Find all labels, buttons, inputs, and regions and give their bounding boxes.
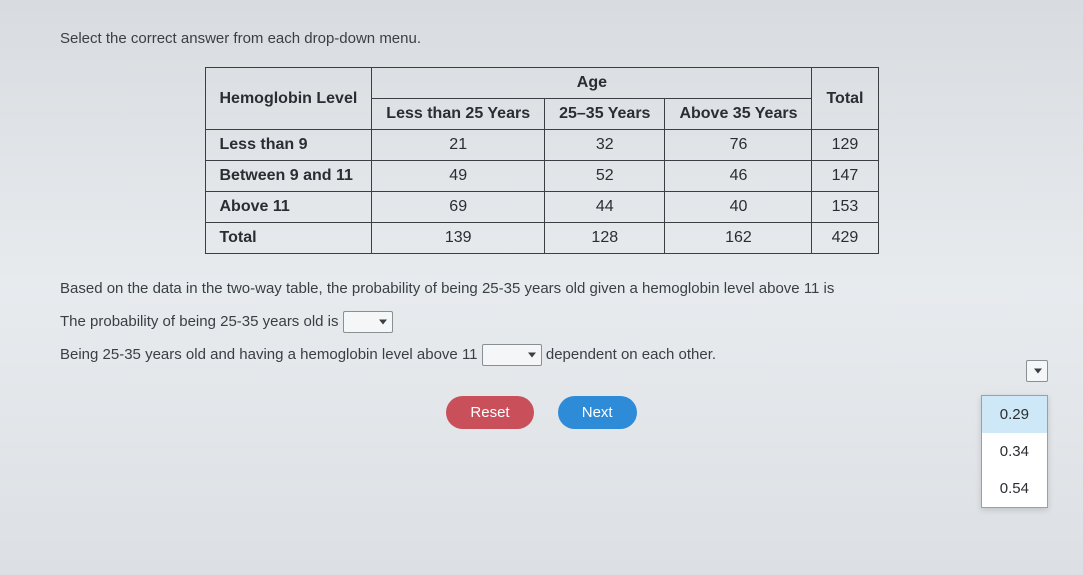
cell: 162 bbox=[665, 223, 812, 254]
col-header-2: Above 35 Years bbox=[665, 99, 812, 130]
dropdown-dependency[interactable] bbox=[482, 344, 542, 366]
cell: 44 bbox=[545, 192, 665, 223]
table-row: Between 9 and 11 49 52 46 147 bbox=[205, 161, 878, 192]
row-label: Less than 9 bbox=[205, 130, 372, 161]
table-row: Less than 9 21 32 76 129 bbox=[205, 130, 878, 161]
cell: 32 bbox=[545, 130, 665, 161]
col-header-1: 25–35 Years bbox=[545, 99, 665, 130]
cell: 40 bbox=[665, 192, 812, 223]
next-button[interactable]: Next bbox=[558, 396, 637, 429]
two-way-table: Hemoglobin Level Age Total Less than 25 … bbox=[205, 67, 879, 254]
cell: 76 bbox=[665, 130, 812, 161]
table-row: Total 139 128 162 429 bbox=[205, 223, 878, 254]
cell: 21 bbox=[372, 130, 545, 161]
q-line2-text: The probability of being 25-35 years old… bbox=[60, 313, 339, 330]
col-header-0: Less than 25 Years bbox=[372, 99, 545, 130]
col-header-total: Total bbox=[812, 68, 878, 130]
q-line1-text: Based on the data in the two-way table, … bbox=[60, 280, 834, 297]
cell: 153 bbox=[812, 192, 878, 223]
dropdown-option[interactable]: 0.54 bbox=[982, 470, 1047, 507]
cell: 128 bbox=[545, 223, 665, 254]
row-label: Total bbox=[205, 223, 372, 254]
dropdown-prob-conditional[interactable] bbox=[1026, 360, 1048, 382]
table-row: Above 11 69 44 40 153 bbox=[205, 192, 878, 223]
q-line3-post: dependent on each other. bbox=[546, 346, 716, 363]
cell: 429 bbox=[812, 223, 878, 254]
dropdown-option[interactable]: 0.34 bbox=[982, 433, 1047, 470]
row-label: Between 9 and 11 bbox=[205, 161, 372, 192]
dropdown-option[interactable]: 0.29 bbox=[982, 396, 1047, 433]
cell: 46 bbox=[665, 161, 812, 192]
reset-button[interactable]: Reset bbox=[446, 396, 533, 429]
row-label: Above 11 bbox=[205, 192, 372, 223]
cell: 52 bbox=[545, 161, 665, 192]
instruction-text: Select the correct answer from each drop… bbox=[60, 30, 1023, 47]
dropdown-prob-2535[interactable] bbox=[343, 311, 393, 333]
cell: 129 bbox=[812, 130, 878, 161]
cell: 147 bbox=[812, 161, 878, 192]
cell: 69 bbox=[372, 192, 545, 223]
question-block: Based on the data in the two-way table, … bbox=[60, 272, 1023, 371]
dropdown-options-panel: 0.29 0.34 0.54 bbox=[981, 395, 1048, 508]
q-line3-pre: Being 25-35 years old and having a hemog… bbox=[60, 346, 478, 363]
cell: 49 bbox=[372, 161, 545, 192]
table-corner-label: Hemoglobin Level bbox=[205, 68, 372, 130]
button-row: Reset Next bbox=[60, 396, 1023, 429]
table-super-header: Age bbox=[372, 68, 812, 99]
cell: 139 bbox=[372, 223, 545, 254]
